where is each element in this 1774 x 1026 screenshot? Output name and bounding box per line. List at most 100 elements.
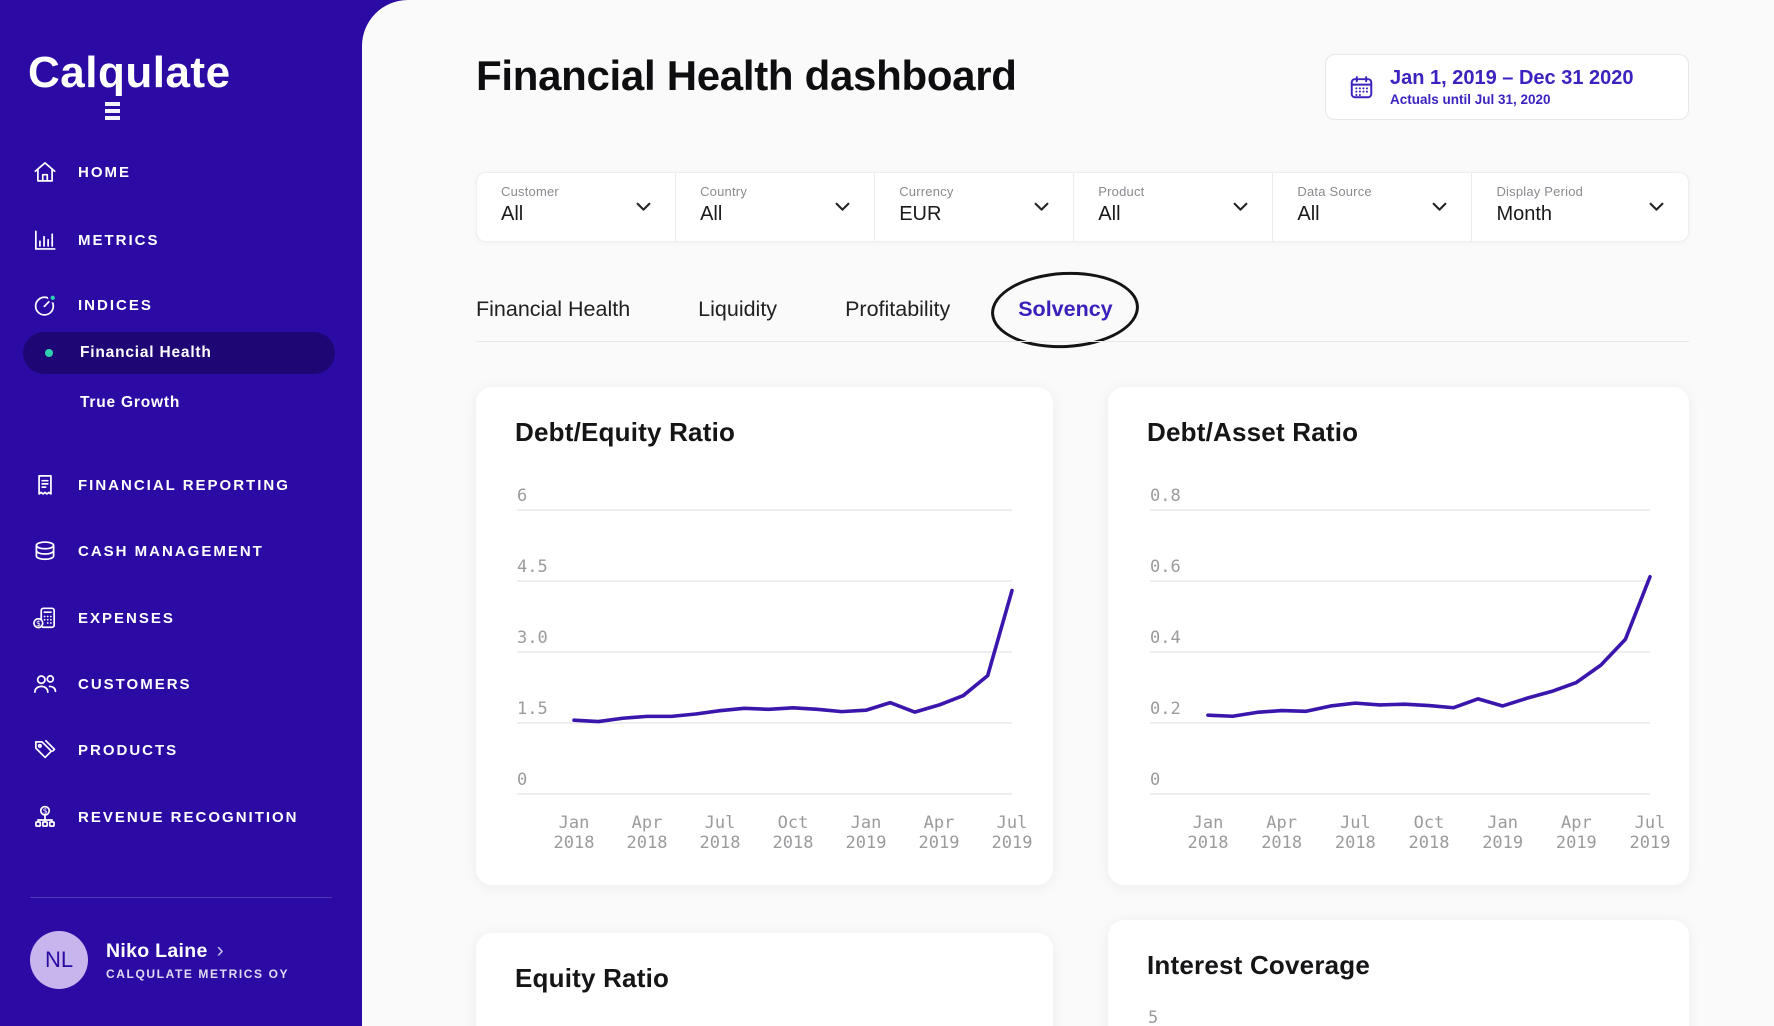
svg-text:2019: 2019	[1630, 833, 1671, 853]
sidebar-divider	[30, 897, 332, 898]
financial-reporting-icon	[30, 470, 60, 500]
date-range-text: Jan 1, 2019 – Dec 31 2020	[1390, 67, 1634, 89]
sidebar-item-home[interactable]: HOME	[30, 156, 352, 188]
svg-text:Jan: Jan	[559, 813, 590, 833]
filter-label: Display Period	[1496, 184, 1584, 199]
svg-text:6: 6	[517, 486, 527, 506]
sidebar-item-products[interactable]: PRODUCTS	[30, 734, 352, 766]
tabs: Financial Health Liquidity Profitability So…	[476, 267, 1142, 352]
svg-text:2018: 2018	[554, 833, 595, 853]
sidebar-item-label: CUSTOMERS	[78, 675, 192, 693]
equity-ratio-card: Equity Ratio	[476, 933, 1053, 1026]
app-logo: Calqulate	[28, 48, 231, 106]
sidebar-subitem-financial-health-active[interactable]: Financial Health	[23, 332, 335, 374]
chevron-down-icon	[1433, 202, 1447, 211]
svg-text:2019: 2019	[1556, 833, 1597, 853]
svg-text:Jul: Jul	[997, 813, 1028, 833]
filter-data-source[interactable]: Data Source All	[1272, 173, 1471, 241]
svg-text:Apr: Apr	[1266, 813, 1297, 833]
chart-title-interest-coverage: Interest Coverage	[1147, 950, 1371, 980]
sidebar-item-revenue-recognition[interactable]: $ REVENUE RECOGNITION	[30, 801, 352, 833]
date-range-picker[interactable]: Jan 1, 2019 – Dec 31 2020 Actuals until …	[1325, 54, 1689, 120]
svg-text:$: $	[36, 619, 41, 628]
svg-text:2018: 2018	[1409, 833, 1450, 853]
home-icon	[30, 157, 60, 187]
svg-text:1.5: 1.5	[517, 699, 548, 719]
filter-label: Data Source	[1297, 184, 1372, 199]
tab-liquidity[interactable]: Liquidity	[698, 297, 778, 321]
svg-text:Apr: Apr	[1561, 813, 1592, 833]
svg-text:Jan: Jan	[1487, 813, 1518, 833]
svg-text:2019: 2019	[1482, 833, 1523, 853]
svg-text:Apr: Apr	[632, 813, 663, 833]
filter-value: All	[700, 203, 723, 225]
filter-value: Month	[1496, 203, 1553, 225]
tab-financial-health[interactable]: Financial Health	[476, 297, 631, 321]
svg-text:2019: 2019	[919, 833, 960, 853]
filter-currency[interactable]: Currency EUR	[874, 173, 1073, 241]
debt-equity-card: Debt/Equity Ratio 6 4.5 3.0 1.5 0 Jan 2018 Apr 2…	[476, 387, 1053, 885]
svg-text:2019: 2019	[846, 833, 887, 853]
svg-text:$: $	[43, 806, 48, 815]
cash-management-icon	[30, 536, 60, 566]
svg-text:0: 0	[1150, 770, 1160, 790]
active-indicator-dot	[45, 349, 53, 357]
calendar-icon	[1350, 75, 1373, 98]
svg-text:Oct: Oct	[1414, 813, 1445, 833]
svg-text:2018: 2018	[700, 833, 741, 853]
svg-text:0.8: 0.8	[1150, 486, 1181, 506]
svg-text:2018: 2018	[1188, 833, 1229, 853]
tab-solvency[interactable]: Solvency	[989, 267, 1142, 352]
sidebar-item-label: INDICES	[78, 296, 153, 314]
debt-asset-chart: 0.80.60.40.20Jan2018Apr2018Jul2018Oct201…	[1150, 486, 1671, 853]
filter-value: All	[1297, 203, 1320, 225]
filter-label: Product	[1098, 184, 1145, 199]
user-name: Niko Laine	[106, 940, 208, 962]
sidebar-item-metrics[interactable]: METRICS	[30, 224, 352, 256]
filter-bar: Customer All Country All Currency EUR Product A…	[476, 172, 1689, 242]
app-logo-text: Calqulate	[28, 48, 231, 97]
chevron-down-icon	[636, 202, 651, 211]
chart-title-equity-ratio: Equity Ratio	[515, 963, 670, 993]
filter-customer[interactable]: Customer All	[477, 173, 675, 241]
filter-value: All	[501, 203, 524, 225]
sidebar-subitem-true-growth[interactable]: True Growth	[80, 394, 181, 411]
logo-drip-decoration	[105, 102, 120, 106]
tab-profitability[interactable]: Profitability	[845, 297, 951, 321]
svg-text:Apr: Apr	[924, 813, 955, 833]
chevron-down-icon	[835, 202, 850, 211]
revenue-recognition-icon: $	[30, 802, 60, 832]
solvency-circle-annotation	[989, 267, 1142, 352]
filter-product[interactable]: Product All	[1073, 173, 1272, 241]
filter-value: All	[1098, 203, 1121, 225]
indices-icon	[30, 290, 60, 320]
sidebar-item-indices[interactable]: INDICES	[30, 289, 352, 321]
svg-text:4.5: 4.5	[517, 557, 548, 577]
sidebar-item-cash-management[interactable]: CASH MANAGEMENT	[30, 535, 352, 567]
svg-text:3.0: 3.0	[517, 628, 548, 648]
svg-text:0.2: 0.2	[1150, 699, 1181, 719]
filter-value: EUR	[899, 203, 942, 225]
actuals-until-text: Actuals until Jul 31, 2020	[1390, 92, 1551, 107]
sidebar-item-label: PRODUCTS	[78, 741, 179, 759]
sidebar-subitem-label: Financial Health	[80, 344, 212, 361]
tabs-underline	[476, 341, 1689, 342]
user-profile[interactable]: NL Niko Laine › CALQULATE METRICS OY	[30, 930, 352, 990]
sidebar-item-financial-reporting[interactable]: FINANCIAL REPORTING	[30, 469, 352, 501]
svg-text:2018: 2018	[773, 833, 814, 853]
products-icon	[30, 735, 60, 765]
chevron-down-icon	[1649, 202, 1664, 211]
sidebar-item-label: FINANCIAL REPORTING	[78, 476, 290, 494]
interest-coverage-ytick: 5	[1148, 1008, 1159, 1026]
avatar: NL	[30, 931, 88, 989]
filter-display-period[interactable]: Display Period Month	[1471, 173, 1688, 241]
debt-equity-chart: 64.53.01.50Jan2018Apr2018Jul2018Oct2018J…	[517, 486, 1033, 853]
svg-text:2018: 2018	[1335, 833, 1376, 853]
svg-text:0.6: 0.6	[1150, 557, 1181, 577]
svg-text:0: 0	[517, 770, 527, 790]
filter-country[interactable]: Country All	[675, 173, 874, 241]
sidebar-item-customers[interactable]: CUSTOMERS	[30, 668, 352, 700]
svg-text:Jul: Jul	[1635, 813, 1666, 833]
sidebar-item-expenses[interactable]: $ EXPENSES	[30, 602, 352, 634]
svg-text:2019: 2019	[992, 833, 1033, 853]
